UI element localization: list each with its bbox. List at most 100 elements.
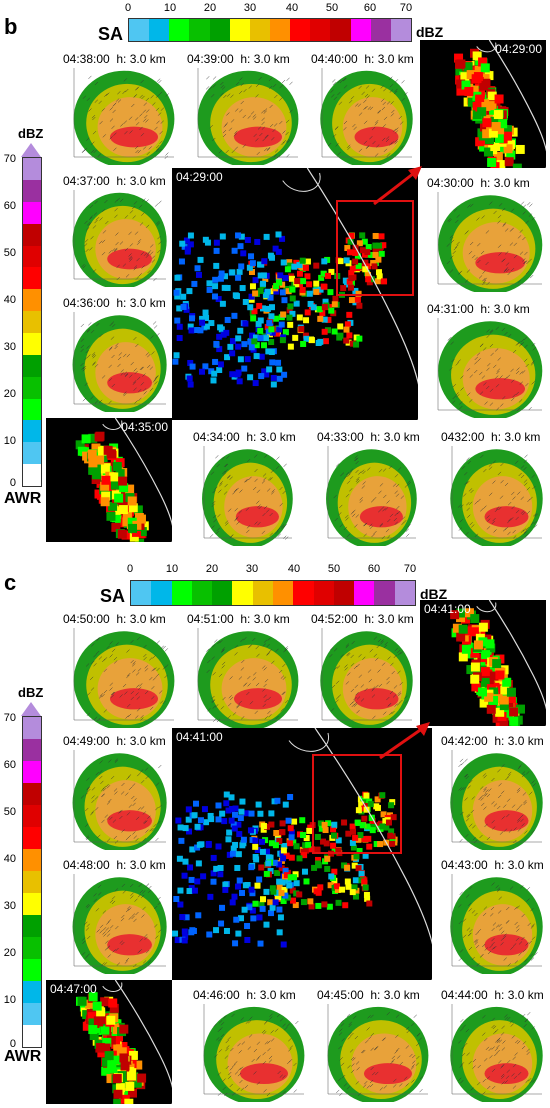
radar-image xyxy=(172,168,418,420)
awr-label: AWR xyxy=(4,1048,42,1065)
panel-time: 04:39:00 h: 3.0 km xyxy=(185,52,292,66)
radar-image xyxy=(72,874,167,974)
awr-tick: 20 xyxy=(3,388,16,400)
colorbar-swatch xyxy=(333,581,355,605)
radar-image xyxy=(172,728,432,980)
radar-panel: 04:49:00 h: 3.0 km xyxy=(58,732,170,850)
sa-tick: 70 xyxy=(399,2,413,14)
awr-tick: 10 xyxy=(3,994,16,1006)
radar-image xyxy=(197,628,299,728)
radar-panel: 04:30:00 h: 3.0 km xyxy=(422,174,546,292)
awr-tick: 40 xyxy=(3,294,16,306)
colorbar-swatch xyxy=(229,19,250,41)
colorbar-swatch xyxy=(23,223,41,246)
radar-panel: 04:42:00 h: 3.0 km xyxy=(436,732,546,850)
sa-tick: 20 xyxy=(205,563,219,575)
panel-time: 04:52:00 h: 3.0 km xyxy=(309,612,416,626)
panel-time: 04:49:00 h: 3.0 km xyxy=(61,734,168,748)
awr-colorbar-arrow xyxy=(21,143,41,157)
panel-time: 04:40:00 h: 3.0 km xyxy=(309,52,416,66)
colorbar-swatch xyxy=(23,245,41,268)
awr-tick: 30 xyxy=(3,341,16,353)
awr-label: AWR xyxy=(4,490,42,507)
radar-panel: 04:43:00 h: 3.0 km xyxy=(436,856,546,974)
colorbar-swatch xyxy=(394,581,415,605)
radar-image xyxy=(202,446,293,546)
colorbar-swatch xyxy=(249,19,270,41)
awr-tick: 50 xyxy=(3,247,16,259)
awr-tick: 30 xyxy=(3,900,16,912)
colorbar-swatch xyxy=(269,19,291,41)
colorbar-swatch xyxy=(23,739,41,761)
colorbar-swatch xyxy=(23,827,41,849)
panel-time: 04:38:00 h: 3.0 km xyxy=(61,52,168,66)
radar-panel: 04:37:00 h: 3.0 km xyxy=(58,172,170,287)
radar-image xyxy=(72,312,167,412)
panel-time: 04:45:00 h: 3.0 km xyxy=(315,988,422,1002)
awr-colorbar xyxy=(22,157,42,487)
colorbar-swatch xyxy=(23,289,41,312)
panel-time: 04:50:00 h: 3.0 km xyxy=(61,612,168,626)
main-time: 04:29:00 xyxy=(176,170,223,184)
colorbar-swatch xyxy=(23,915,41,937)
colorbar-swatch xyxy=(23,267,41,290)
sa-tick: 40 xyxy=(285,2,299,14)
colorbar-swatch xyxy=(23,179,41,202)
colorbar-swatch xyxy=(374,581,395,605)
panel-time: 04:31:00 h: 3.0 km xyxy=(425,302,532,316)
awr-time: 04:35:00 xyxy=(121,420,168,434)
colorbar-swatch xyxy=(23,849,41,871)
panel-time: 0432:00 h: 3.0 km xyxy=(439,430,543,444)
colorbar-swatch xyxy=(350,19,371,41)
panel-label-b: b xyxy=(4,14,18,39)
sa-tick: 0 xyxy=(126,563,134,575)
sa-tick: 0 xyxy=(124,2,132,14)
colorbar-swatch xyxy=(293,581,314,605)
colorbar-swatch xyxy=(23,893,41,915)
colorbar-swatch xyxy=(390,19,411,41)
colorbar-swatch xyxy=(169,19,190,41)
sa-tick: 30 xyxy=(245,563,259,575)
awr-tick: 70 xyxy=(3,712,16,724)
dbz-label-top: dBZ xyxy=(416,24,444,40)
colorbar-swatch xyxy=(23,464,41,486)
colorbar-swatch xyxy=(23,717,41,739)
radar-image xyxy=(197,68,299,165)
sa-tick: 40 xyxy=(287,563,301,575)
panel-time: 04:37:00 h: 3.0 km xyxy=(61,174,168,188)
sa-tick: 10 xyxy=(165,563,179,575)
colorbar-swatch xyxy=(151,581,172,605)
sa-zoom-map: 04:29:00 xyxy=(420,40,546,168)
colorbar-swatch xyxy=(129,19,150,41)
colorbar-swatch xyxy=(191,581,213,605)
colorbar-swatch xyxy=(23,158,41,180)
sa-label: SA xyxy=(98,24,124,44)
zoom-box xyxy=(336,200,414,296)
radar-panel: 04:44:00 h: 3.0 km xyxy=(436,986,546,1102)
panel-time: 04:48:00 h: 3.0 km xyxy=(61,858,168,872)
radar-image xyxy=(437,318,543,418)
awr-tick: 40 xyxy=(3,853,16,865)
radar-panel: 04:39:00 h: 3.0 km xyxy=(182,50,302,165)
colorbar-swatch xyxy=(23,761,41,783)
colorbar-swatch xyxy=(131,581,152,605)
zoom-box xyxy=(312,754,402,854)
radar-panel: 04:48:00 h: 3.0 km xyxy=(58,856,170,974)
sa-tick: 70 xyxy=(403,563,417,575)
radar-image xyxy=(327,1004,429,1102)
radar-panel: 04:52:00 h: 3.0 km xyxy=(306,610,416,728)
radar-image xyxy=(450,750,543,850)
colorbar-swatch xyxy=(232,581,253,605)
radar-panel: 0432:00 h: 3.0 km xyxy=(436,428,546,546)
radar-panel: 04:36:00 h: 3.0 km xyxy=(58,294,170,412)
colorbar-swatch xyxy=(370,19,391,41)
awr-zoom-map: 04:35:00 xyxy=(46,418,172,542)
awr-tick: 70 xyxy=(3,153,16,165)
sa-colorbar xyxy=(130,580,416,606)
colorbar-swatch xyxy=(354,581,375,605)
colorbar-swatch xyxy=(23,332,41,355)
colorbar-swatch xyxy=(189,19,210,41)
panel-label-c: c xyxy=(4,570,17,595)
radar-image xyxy=(203,1004,305,1102)
radar-image xyxy=(450,874,543,974)
